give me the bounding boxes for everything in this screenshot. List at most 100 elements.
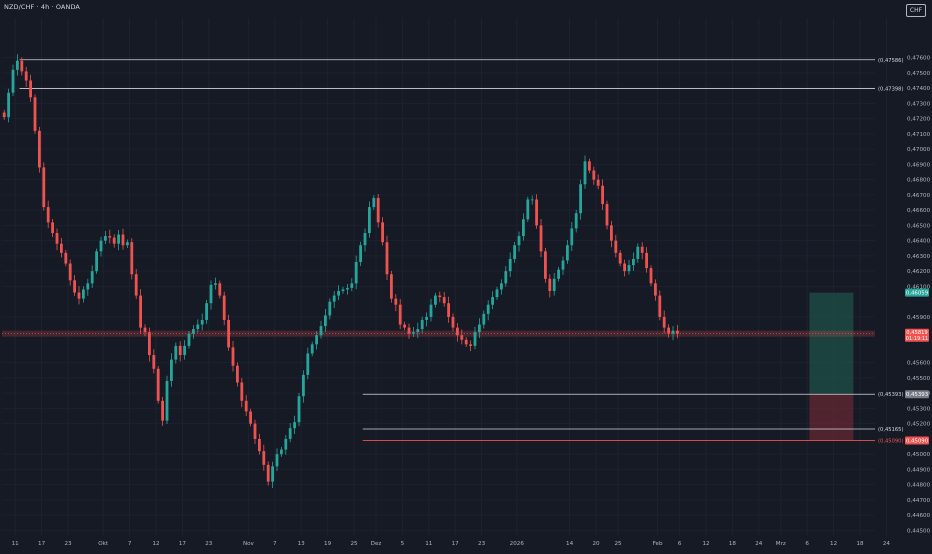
candle-body xyxy=(288,428,292,439)
candle-body xyxy=(363,233,367,246)
currency-selector[interactable]: CHF xyxy=(906,4,926,17)
current-price-badge-bg xyxy=(905,328,929,342)
candle-body xyxy=(310,344,314,354)
target-zone xyxy=(809,292,854,395)
y-tick-label: 0,47500 xyxy=(907,71,931,77)
candle xyxy=(117,229,120,251)
candle-body xyxy=(623,263,626,272)
candle-body xyxy=(271,466,274,482)
candle xyxy=(104,230,107,245)
candle xyxy=(574,209,578,233)
candle xyxy=(112,234,116,248)
candle xyxy=(77,286,81,305)
candle-body xyxy=(407,327,411,334)
candle-body xyxy=(478,324,481,333)
candle xyxy=(447,296,450,323)
y-tick-label: 0,44700 xyxy=(907,498,931,504)
candle xyxy=(218,280,222,299)
candle-body xyxy=(302,374,305,397)
candle-body xyxy=(143,327,147,333)
candle-body xyxy=(306,353,310,375)
candle-body xyxy=(517,236,521,246)
candle xyxy=(302,370,305,403)
price-axis-badge-bg xyxy=(905,390,929,399)
candle xyxy=(535,194,538,229)
candle-body xyxy=(473,332,477,346)
candle-body xyxy=(126,242,129,246)
candle xyxy=(328,298,332,320)
y-tick-label: 0,46100 xyxy=(907,284,931,290)
y-tick-label: 0,46800 xyxy=(907,178,931,184)
candle xyxy=(671,326,675,341)
candle xyxy=(372,195,376,210)
candle xyxy=(407,323,411,339)
candle xyxy=(654,279,657,301)
x-tick-label: 6 xyxy=(805,541,809,547)
x-tick-label: 24 xyxy=(755,541,763,547)
candle-body xyxy=(104,236,107,241)
candle-body xyxy=(662,316,666,328)
candle-body xyxy=(385,242,389,275)
candle xyxy=(522,213,525,241)
x-tick-label: 12 xyxy=(152,541,159,547)
candle xyxy=(429,298,433,322)
candle-body xyxy=(350,283,354,288)
candle-body xyxy=(121,234,125,246)
candle xyxy=(51,219,54,238)
candle xyxy=(636,243,640,263)
candle xyxy=(566,240,569,264)
candle xyxy=(205,299,208,324)
candle-body xyxy=(539,225,543,252)
candle-body xyxy=(486,304,490,314)
symbol-title[interactable]: NZD/CHF · 4h · OANDA xyxy=(4,3,80,11)
candle xyxy=(293,415,296,435)
candle-body xyxy=(222,295,226,320)
candle-body xyxy=(513,245,516,259)
candle-body xyxy=(579,184,582,214)
candle xyxy=(7,88,10,123)
x-tick-label: Feb xyxy=(653,541,663,547)
y-tick-label: 0,47200 xyxy=(907,117,931,123)
candle xyxy=(231,341,235,372)
candle xyxy=(403,321,406,331)
candle xyxy=(346,283,349,295)
candle xyxy=(95,248,98,274)
y-tick-label: 0,47400 xyxy=(907,86,931,92)
candle xyxy=(359,241,362,266)
candle xyxy=(108,229,112,244)
candle xyxy=(513,241,516,263)
candle xyxy=(504,265,508,287)
candle-body xyxy=(381,222,384,243)
candle xyxy=(363,228,367,252)
candle xyxy=(68,259,72,286)
candle xyxy=(253,419,257,445)
candle-body xyxy=(139,295,142,328)
candle-body xyxy=(341,289,345,291)
candle-body xyxy=(667,327,670,334)
candle-body xyxy=(51,222,54,234)
candle-body xyxy=(174,345,178,360)
candle-body xyxy=(2,112,6,118)
x-tick-label: 11 xyxy=(12,541,20,547)
candle-body xyxy=(504,271,508,284)
candle xyxy=(544,247,547,283)
candle-body xyxy=(654,283,657,296)
candle xyxy=(649,265,653,287)
candle xyxy=(416,322,420,338)
candle-body xyxy=(601,185,604,205)
candle-body xyxy=(469,344,472,346)
y-tick-label: 0,44600 xyxy=(907,513,931,519)
candle-body xyxy=(249,411,252,424)
candle-body xyxy=(368,207,371,234)
candle-body xyxy=(156,368,160,401)
candle xyxy=(456,323,459,342)
candle xyxy=(337,285,340,301)
candle-body xyxy=(187,333,191,346)
candle-body xyxy=(640,246,644,253)
candle xyxy=(271,461,274,489)
candle-body xyxy=(90,271,94,284)
x-tick-label: Mrz xyxy=(776,541,786,547)
